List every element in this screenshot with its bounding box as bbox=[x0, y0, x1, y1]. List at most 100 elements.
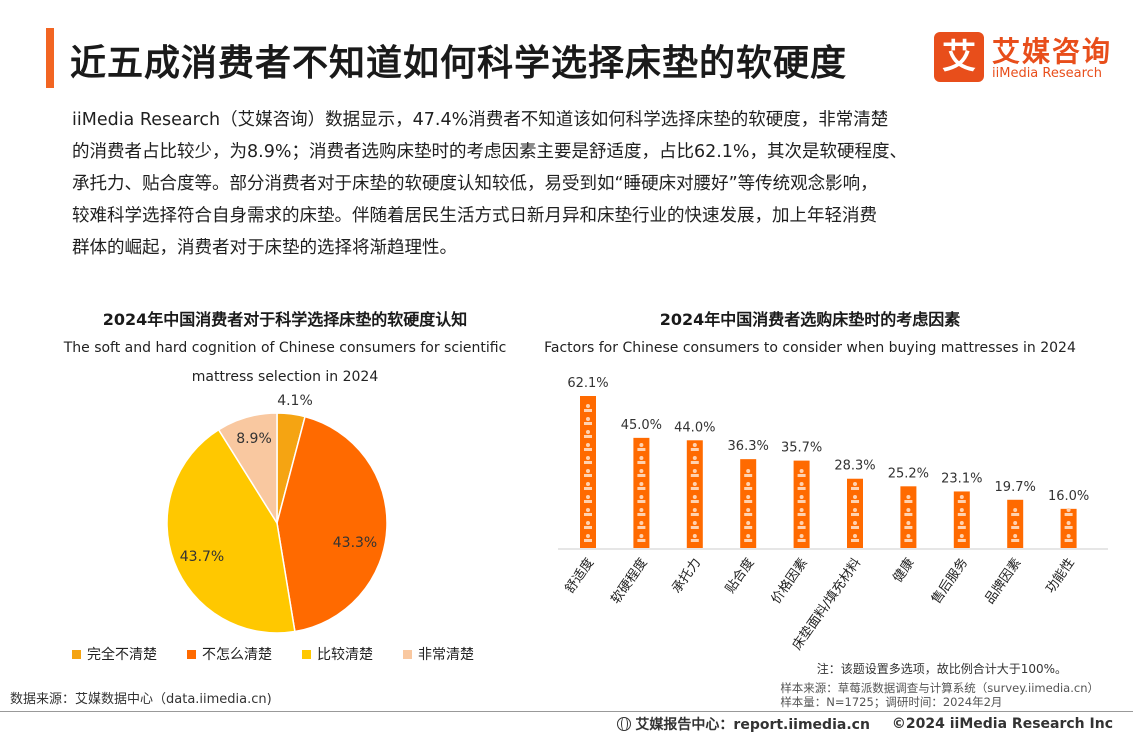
bar-pattern-dot bbox=[906, 534, 911, 538]
bar-pattern-dash bbox=[904, 539, 913, 542]
legend-swatch bbox=[302, 649, 311, 659]
legend-label: 非常清楚 bbox=[418, 647, 474, 663]
legend-swatch bbox=[187, 649, 196, 659]
bar-pattern-dot bbox=[586, 404, 590, 408]
legend-item: 非常清楚 bbox=[403, 644, 474, 664]
bar-pattern-dot bbox=[639, 482, 644, 486]
bar-pattern-dot bbox=[586, 508, 590, 512]
sample-info: 样本来源：草莓派数据调查与计算系统（survey.iimedia.cn） 样本量… bbox=[780, 681, 1099, 709]
bar-pattern-dot bbox=[959, 495, 964, 499]
bar-pattern-dash bbox=[1064, 539, 1073, 542]
pie-legend: 完全不清楚 不怎么清楚 比较清楚 非常清楚 bbox=[72, 644, 474, 664]
bar-pattern-dash bbox=[957, 526, 966, 529]
bar-pattern-dash bbox=[904, 526, 913, 529]
bar-pattern-dash bbox=[744, 487, 753, 490]
pie-chart-title: 2024年中国消费者对于科学选择床垫的软硬度认知 bbox=[102, 310, 468, 329]
bar-value-label: 25.2% bbox=[888, 466, 929, 481]
bar-pattern-dash bbox=[851, 513, 859, 516]
intro-line: 群体的崛起，消费者对于床垫的选择将渐趋理性。 bbox=[72, 238, 457, 258]
legend-swatch bbox=[403, 649, 412, 659]
brand-logo: 艾 艾媒咨询 iiMedia Research bbox=[934, 30, 1124, 86]
bar-pattern-dot bbox=[1066, 521, 1071, 525]
bar-pattern-dot bbox=[586, 469, 590, 473]
bar-pattern-dash bbox=[797, 539, 806, 542]
bar-pattern-dash bbox=[851, 526, 859, 529]
bar-pattern-dot bbox=[853, 482, 857, 486]
bar-pattern-dot bbox=[639, 534, 644, 538]
bar-pattern-dot bbox=[1066, 508, 1071, 512]
page-title: 近五成消费者不知道如何科学选择床垫的软硬度 bbox=[70, 43, 848, 84]
bar bbox=[740, 459, 757, 548]
bar-pattern-dot bbox=[959, 521, 964, 525]
footer: 艾媒报告中心：report.iimedia.cn ©2024 iiMedia R… bbox=[617, 714, 1113, 734]
bar-pattern-dot bbox=[586, 456, 590, 460]
bar-pattern-dot bbox=[799, 482, 804, 486]
bar-pattern-dash bbox=[637, 539, 646, 542]
bar-pattern-dash bbox=[904, 513, 913, 516]
bar-pattern-dot bbox=[1013, 534, 1018, 538]
bar-pattern-dash bbox=[637, 500, 646, 503]
intro-paragraph: iiMedia Research（艾媒咨询）数据显示，47.4%消费者不知道该如… bbox=[72, 104, 1072, 264]
logo-glyph: 艾 bbox=[942, 37, 976, 77]
bar-pattern-dash bbox=[637, 513, 646, 516]
legend-item: 比较清楚 bbox=[302, 644, 373, 664]
bar-pattern-dash bbox=[1011, 513, 1020, 516]
footer-divider bbox=[0, 711, 1133, 712]
pie-slice bbox=[166, 428, 296, 634]
bar-category-label: 贴合度 bbox=[722, 555, 757, 596]
bar-pattern-dot bbox=[692, 469, 697, 473]
bar-pattern-dash bbox=[690, 461, 699, 464]
sample-source-text: 样本来源：草莓派数据调查与计算系统（survey.iimedia.cn） bbox=[780, 681, 1099, 695]
bar bbox=[633, 437, 650, 548]
bar bbox=[953, 491, 970, 548]
sample-size-text: 样本量：N=1725；调研时间：2024年2月 bbox=[780, 695, 1003, 709]
bar-pattern-dash bbox=[584, 539, 592, 542]
bar-pattern-dash bbox=[690, 487, 699, 490]
bar-pattern-dash bbox=[744, 474, 753, 477]
bar-pattern-dash bbox=[797, 500, 806, 503]
bar-pattern-dash bbox=[584, 409, 592, 412]
bar-pattern-dot bbox=[586, 430, 590, 434]
intro-line: 的消费者占比较少，为8.9%；消费者选购床垫时的考虑因素主要是舒适度，占比62.… bbox=[72, 142, 908, 162]
bar-category-label: 价格因素 bbox=[768, 555, 811, 607]
globe-icon bbox=[617, 716, 632, 731]
bar-pattern-dash bbox=[957, 539, 966, 542]
bar-value-label: 28.3% bbox=[834, 459, 875, 474]
bar-pattern-dash bbox=[637, 461, 646, 464]
data-source: 数据来源：艾媒数据中心（data.iimedia.cn) bbox=[10, 692, 272, 707]
bar-pattern-dot bbox=[959, 508, 964, 512]
bar-pattern-dash bbox=[690, 500, 699, 503]
bar-pattern-dash bbox=[690, 526, 699, 529]
bar-pattern-dot bbox=[639, 456, 644, 460]
bar-pattern-dash bbox=[904, 500, 913, 503]
pie-slice-label: 8.9% bbox=[236, 431, 272, 447]
bar-pattern-dash bbox=[637, 474, 646, 477]
pie-chart: 4.1% 43.3% 43.7% 8.9% bbox=[166, 393, 388, 634]
bar-chart-subtitle: Factors for Chinese consumers to conside… bbox=[544, 340, 1076, 356]
footer-report-link[interactable]: 艾媒报告中心：report.iimedia.cn bbox=[635, 717, 870, 733]
bar-pattern-dot bbox=[639, 521, 644, 525]
legend-label: 完全不清楚 bbox=[87, 647, 157, 663]
bar-pattern-dash bbox=[744, 500, 753, 503]
bar-pattern-dot bbox=[853, 508, 857, 512]
legend-item: 完全不清楚 bbox=[72, 644, 157, 664]
bar-pattern-dash bbox=[744, 526, 753, 529]
bar-pattern-dot bbox=[1066, 534, 1071, 538]
pie-slice bbox=[276, 415, 388, 633]
bar-pattern-dot bbox=[639, 495, 644, 499]
pie-subtitle-line2: mattress selection in 2024 bbox=[191, 369, 379, 385]
bar-pattern-dot bbox=[639, 469, 644, 473]
bar-pattern-dot bbox=[586, 534, 590, 538]
bar-pattern-dot bbox=[586, 521, 590, 525]
bar-pattern-dash bbox=[797, 487, 806, 490]
logo-mark-icon: 艾 bbox=[934, 32, 984, 82]
bar-pattern-dot bbox=[586, 495, 590, 499]
bar-pattern-dot bbox=[746, 495, 751, 499]
footer-copyright: ©2024 iiMedia Research Inc bbox=[891, 716, 1113, 732]
bar-pattern-dash bbox=[637, 448, 646, 451]
bar-pattern-dash bbox=[637, 487, 646, 490]
bar-pattern-dot bbox=[799, 469, 804, 473]
pie-slice bbox=[217, 412, 278, 526]
multi-select-note: 注：该题设置多选项，故比例合计大于100%。 bbox=[816, 662, 1067, 676]
bar-pattern-dot bbox=[692, 443, 697, 447]
